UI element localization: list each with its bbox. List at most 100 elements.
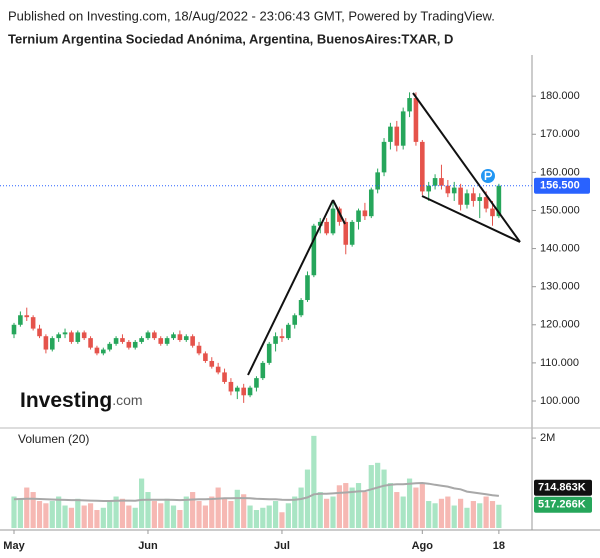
candle-body: [305, 275, 310, 301]
candle-body: [139, 338, 144, 342]
candle-body: [75, 332, 81, 342]
volume-bar: [177, 510, 183, 528]
volume-bar: [24, 487, 30, 528]
candle-body: [496, 185, 502, 217]
volume-bar: [413, 487, 419, 528]
x-tick-label: Jul: [274, 540, 290, 552]
volume-bar: [126, 505, 132, 528]
volume-bar: [68, 507, 75, 528]
candle-body: [273, 336, 278, 344]
volume-ma-box: [534, 479, 592, 496]
volume-bar: [241, 494, 247, 528]
volume-bar: [202, 505, 208, 528]
candle-body: [241, 387, 246, 396]
candle-body: [432, 178, 438, 186]
candle-body: [107, 343, 112, 350]
candle-body: [375, 172, 380, 190]
candle-body: [171, 334, 176, 339]
candle-body: [56, 334, 61, 339]
candle-body: [451, 187, 457, 194]
y-tick-label: 160.000: [540, 166, 580, 178]
candle-body: [445, 185, 451, 194]
candle-body: [471, 193, 476, 201]
x-tick-label: Jun: [138, 540, 158, 552]
candle-body: [190, 336, 195, 346]
candle-body: [381, 141, 387, 173]
candle-body: [490, 208, 495, 217]
candle-body: [49, 338, 55, 350]
candle-body: [113, 338, 119, 344]
volume-bar: [355, 483, 362, 528]
volume-title: Volumen (20): [18, 432, 89, 446]
volume-bar: [234, 489, 240, 528]
volume-bar: [139, 478, 145, 528]
volume-bar: [477, 503, 483, 528]
candle-body: [235, 387, 240, 392]
volume-bar: [253, 510, 260, 528]
candle-body: [343, 221, 349, 245]
candle-body: [254, 378, 259, 388]
volume-bar: [464, 507, 470, 528]
volume-bar: [343, 483, 349, 528]
logo-suffix: .com: [112, 392, 142, 408]
volume-bar: [362, 492, 368, 528]
y-tick-label: 100.000: [540, 395, 580, 407]
volume-bar: [49, 501, 55, 528]
volume-bar: [113, 496, 119, 528]
candle-body: [215, 366, 221, 373]
volume-bar: [43, 503, 49, 528]
volume-bar: [406, 478, 413, 528]
candle-body: [337, 208, 342, 222]
candle-body: [69, 332, 74, 342]
candle-body: [420, 141, 425, 192]
volume-bar: [451, 505, 457, 528]
candle-body: [62, 332, 68, 335]
candle-body: [81, 332, 87, 339]
volume-bar: [183, 496, 189, 528]
volume-bar: [438, 498, 445, 528]
volume-value-label: 517.266K: [538, 499, 586, 511]
volume-bar: [375, 462, 381, 528]
y-tick-label: 110.000: [540, 357, 579, 369]
candle-body: [120, 338, 125, 342]
volume-bar: [119, 498, 126, 528]
last-price-label: 156.500: [540, 180, 580, 192]
candle-body: [183, 336, 189, 341]
volume-bar: [164, 498, 170, 528]
volume-pane: [11, 435, 502, 528]
volume-bar: [483, 496, 489, 528]
y-tick-label: 170.000: [540, 128, 580, 140]
volume-bar: [285, 503, 291, 528]
chart-title: Ternium Argentina Sociedad Anónima, Arge…: [8, 31, 453, 46]
volume-bar: [11, 496, 17, 528]
candle-body: [145, 332, 151, 339]
volume-bar: [215, 487, 221, 528]
candle-body: [24, 315, 30, 318]
candle-body: [132, 341, 138, 348]
candle-body: [94, 347, 100, 354]
volume-bar: [221, 498, 228, 528]
candle-body: [362, 210, 368, 217]
volume-bar: [75, 498, 81, 528]
candle-body: [458, 187, 463, 205]
volume-ma-line: [13, 481, 500, 502]
volume-bar: [196, 501, 202, 528]
candle-body: [222, 372, 227, 382]
last-price-box: [534, 177, 590, 194]
volume-bar: [349, 487, 355, 528]
y-tick-label: 180.000: [540, 90, 580, 102]
volume-bar: [394, 492, 400, 528]
candle-body: [464, 193, 470, 205]
candle-body: [356, 210, 361, 222]
candle-body: [209, 360, 215, 367]
y-tick-label: 130.000: [540, 281, 580, 293]
x-tick-label: Ago: [412, 540, 434, 552]
volume-bar: [17, 498, 23, 528]
volume-bar: [311, 435, 317, 528]
volume-bar: [145, 492, 151, 528]
volume-bar: [56, 496, 62, 528]
volume-bar: [317, 492, 323, 528]
volume-bar: [458, 498, 464, 528]
volume-bar: [190, 492, 196, 528]
candle-body: [196, 345, 202, 354]
